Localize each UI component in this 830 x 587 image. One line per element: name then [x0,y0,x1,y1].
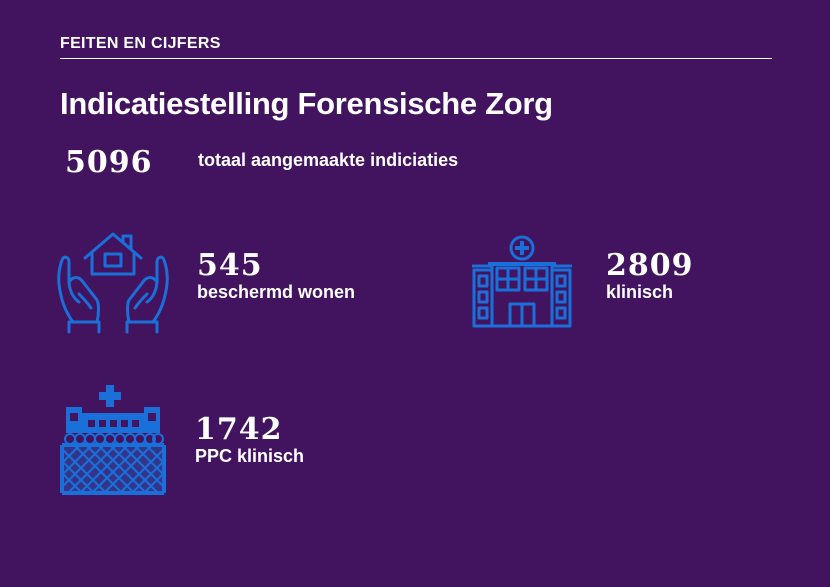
divider [60,58,772,59]
stat-label-klinisch: klinisch [606,282,674,302]
total-number: 5096 [65,145,153,180]
stat-number-beschermd-wonen: 545 [197,248,263,283]
stat-label-beschermd-wonen: beschermd wonen [197,282,356,302]
stat-number-klinisch: 2809 [606,248,694,283]
house-in-hands-icon [57,232,169,334]
stat-number-ppc-klinisch: 1742 [195,412,283,447]
secure-clinic-icon [60,385,166,495]
hospital-icon [472,235,572,328]
total-label: totaal aangemaakte indiciaties [198,150,459,170]
stat-label-ppc-klinisch: PPC klinisch [195,446,305,466]
section-label: FEITEN EN CIJFERS [60,35,221,52]
page-title: Indicatiestelling Forensische Zorg [60,86,553,121]
